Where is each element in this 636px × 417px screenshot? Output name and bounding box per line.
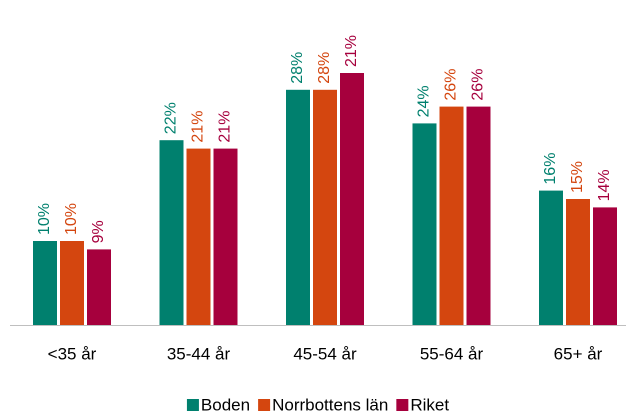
value-label: 21% bbox=[217, 111, 234, 143]
legend-label: Riket bbox=[410, 395, 449, 414]
bar bbox=[213, 148, 238, 325]
legend-label: Norrbottens län bbox=[272, 395, 388, 414]
bar bbox=[313, 89, 337, 325]
value-label: 15% bbox=[569, 161, 586, 193]
value-label: 10% bbox=[36, 203, 53, 235]
bar bbox=[87, 249, 111, 325]
bar bbox=[159, 140, 184, 325]
bar bbox=[439, 106, 464, 325]
value-label: 26% bbox=[470, 69, 487, 101]
value-label: 24% bbox=[416, 85, 433, 117]
legend-swatch bbox=[258, 399, 271, 411]
value-label: 9% bbox=[90, 220, 107, 243]
bar bbox=[186, 148, 211, 325]
bar bbox=[286, 89, 310, 325]
x-tick-label: <35 år bbox=[48, 344, 97, 363]
legend-label: Boden bbox=[201, 395, 250, 414]
x-tick-label: 55-64 år bbox=[420, 344, 484, 363]
x-tick-label: 45-54 år bbox=[293, 344, 357, 363]
legend-swatch bbox=[186, 399, 199, 411]
bar bbox=[60, 241, 84, 325]
x-tick-label: 35-44 år bbox=[167, 344, 231, 363]
value-label: 21% bbox=[190, 111, 207, 143]
value-label: 21% bbox=[343, 35, 360, 67]
value-label: 10% bbox=[63, 203, 80, 235]
x-tick-label: 65+ år bbox=[554, 344, 603, 363]
bar bbox=[566, 199, 590, 325]
bar bbox=[340, 73, 364, 325]
value-label: 14% bbox=[596, 169, 613, 201]
bar bbox=[412, 123, 437, 326]
value-label: 28% bbox=[289, 52, 306, 84]
bar bbox=[539, 190, 563, 325]
bar bbox=[593, 207, 617, 325]
bar bbox=[466, 106, 491, 325]
value-label: 26% bbox=[443, 69, 460, 101]
value-label: 28% bbox=[316, 52, 333, 84]
legend-swatch bbox=[396, 399, 409, 411]
value-label: 16% bbox=[542, 153, 559, 185]
bar bbox=[33, 241, 57, 325]
value-label: 22% bbox=[163, 102, 180, 134]
